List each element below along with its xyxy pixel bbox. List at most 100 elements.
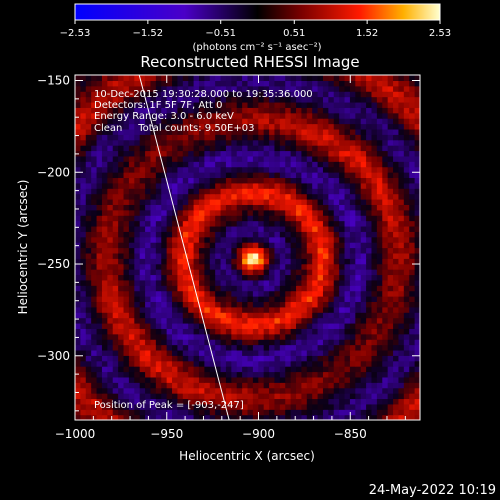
heatmap-cell	[161, 317, 168, 324]
heatmap-cell	[177, 166, 184, 173]
heatmap-cell	[150, 285, 157, 292]
heatmap-cell	[269, 312, 276, 319]
heatmap-cell	[155, 387, 162, 394]
heatmap-cell	[123, 290, 130, 297]
heatmap-cell	[193, 263, 200, 270]
heatmap-cell	[269, 150, 276, 157]
heatmap-cell	[269, 376, 276, 383]
heatmap-cell	[333, 96, 340, 103]
heatmap-cell	[118, 220, 125, 227]
heatmap-cell	[96, 382, 103, 389]
heatmap-cell	[301, 333, 308, 340]
heatmap-cell	[274, 204, 281, 211]
heatmap-cell	[376, 387, 383, 394]
heatmap-cell	[204, 215, 211, 222]
heatmap-cell	[209, 247, 216, 254]
heatmap-cell	[231, 322, 238, 329]
heatmap-cell	[290, 269, 297, 276]
heatmap-cell	[398, 220, 405, 227]
heatmap-cell	[398, 182, 405, 189]
heatmap-cell	[349, 155, 356, 162]
heatmap-cell	[155, 193, 162, 200]
heatmap-cell	[382, 258, 389, 265]
heatmap-cell	[339, 242, 346, 249]
heatmap-cell	[247, 242, 254, 249]
heatmap-cell	[75, 236, 81, 243]
heatmap-cell	[263, 139, 270, 146]
heatmap-cell	[182, 349, 189, 356]
heatmap-cell	[101, 263, 108, 270]
heatmap-cell	[252, 355, 259, 362]
heatmap-cell	[398, 290, 405, 297]
heatmap-cell	[393, 296, 400, 303]
heatmap-cell	[242, 85, 249, 92]
heatmap-cell	[414, 220, 420, 227]
heatmap-cell	[155, 409, 162, 416]
heatmap-cell	[333, 301, 340, 308]
heatmap-cell	[118, 128, 125, 135]
heatmap-cell	[166, 150, 173, 157]
heatmap-cell	[182, 112, 189, 119]
heatmap-cell	[96, 96, 103, 103]
heatmap-cell	[204, 225, 211, 232]
heatmap-cell	[258, 296, 265, 303]
heatmap-cell	[177, 366, 184, 373]
heatmap-cell	[150, 312, 157, 319]
heatmap-cell	[166, 371, 173, 378]
heatmap-cell	[285, 177, 292, 184]
heatmap-cell	[155, 188, 162, 195]
heatmap-cell	[333, 177, 340, 184]
heatmap-cell	[172, 118, 179, 125]
heatmap-cell	[387, 387, 394, 394]
heatmap-cell	[366, 215, 373, 222]
heatmap-cell	[96, 360, 103, 367]
heatmap-cell	[193, 85, 200, 92]
heatmap-cell	[322, 269, 329, 276]
heatmap-cell	[220, 252, 227, 259]
heatmap-cell	[360, 193, 367, 200]
heatmap-cell	[172, 387, 179, 394]
heatmap-cell	[188, 91, 195, 98]
heatmap-cell	[118, 333, 125, 340]
heatmap-cell	[161, 177, 168, 184]
heatmap-cell	[220, 355, 227, 362]
heatmap-cell	[263, 398, 270, 405]
heatmap-cell	[301, 80, 308, 87]
heatmap-cell	[285, 193, 292, 200]
heatmap-cell	[344, 328, 351, 335]
heatmap-cell	[242, 371, 249, 378]
heatmap-cell	[155, 236, 162, 243]
heatmap-cell	[360, 225, 367, 232]
heatmap-cell	[279, 349, 286, 356]
heatmap-cell	[382, 150, 389, 157]
heatmap-cell	[403, 274, 410, 281]
heatmap-cell	[409, 209, 416, 216]
heatmap-cell	[161, 188, 168, 195]
heatmap-cell	[279, 355, 286, 362]
heatmap-cell	[296, 339, 303, 346]
heatmap-cell	[96, 279, 103, 286]
heatmap-cell	[258, 279, 265, 286]
heatmap-cell	[209, 123, 216, 130]
heatmap-cell	[155, 209, 162, 216]
heatmap-cell	[344, 317, 351, 324]
heatmap-cell	[285, 258, 292, 265]
heatmap-cell	[296, 198, 303, 205]
heatmap-cell	[355, 182, 362, 189]
heatmap-cell	[376, 285, 383, 292]
heatmap-cell	[242, 317, 249, 324]
heatmap-cell	[215, 296, 222, 303]
heatmap-cell	[177, 263, 184, 270]
heatmap-cell	[306, 85, 313, 92]
heatmap-cell	[204, 306, 211, 313]
heatmap-cell	[101, 301, 108, 308]
heatmap-cell	[177, 322, 184, 329]
heatmap-cell	[252, 252, 259, 259]
heatmap-cell	[414, 349, 420, 356]
heatmap-cell	[198, 80, 205, 87]
heatmap-cell	[349, 301, 356, 308]
heatmap-cell	[387, 188, 394, 195]
heatmap-cell	[296, 231, 303, 238]
heatmap-cell	[258, 215, 265, 222]
heatmap-cell	[398, 274, 405, 281]
